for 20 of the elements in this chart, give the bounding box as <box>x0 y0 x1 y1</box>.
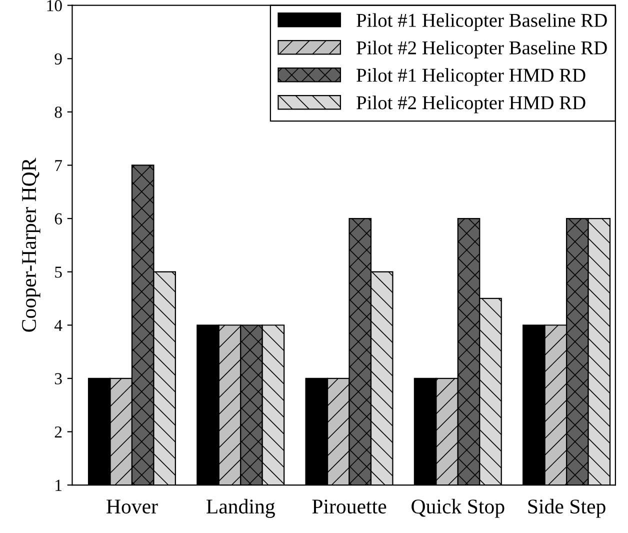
y-tick-label: 3 <box>54 373 62 384</box>
x-tick-label: Quick Stop <box>412 498 504 518</box>
legend-label: Pilot #2 Helicopter Baseline RD <box>356 40 607 58</box>
y-tick-label: 4 <box>54 320 62 331</box>
legend-label: Pilot #1 Helicopter HMD RD <box>356 68 586 86</box>
y-tick-label: 9 <box>54 53 62 65</box>
x-tick-label: Landing <box>206 498 275 518</box>
y-tick-label: 5 <box>55 266 62 278</box>
y-tick-label: 1 <box>56 480 62 491</box>
y-tick-label: 10 <box>47 0 62 12</box>
y-tick-label: 2 <box>54 426 62 438</box>
y-axis-title: Cooper-Harper HQR <box>22 158 40 332</box>
legend-label: Pilot #1 Helicopter Baseline RD <box>356 13 607 31</box>
y-tick-label: 7 <box>55 160 62 172</box>
y-tick-label: 8 <box>54 106 62 118</box>
x-tick-label: Side Step <box>528 498 606 518</box>
legend-label: Pilot #2 Helicopter HMD RD <box>356 96 586 114</box>
y-tick-label: 6 <box>54 213 62 224</box>
x-tick-label: Pirouette <box>312 500 386 514</box>
x-tick-label: Hover <box>106 500 158 514</box>
